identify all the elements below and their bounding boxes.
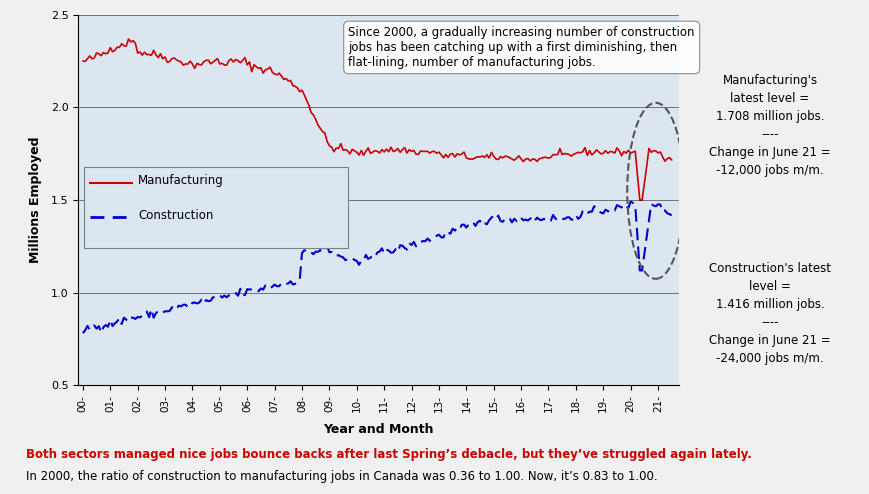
Text: Manufacturing: Manufacturing xyxy=(138,180,224,193)
Text: In 2000, the ratio of construction to manufacturing jobs in Canada was 0.36 to 1: In 2000, the ratio of construction to ma… xyxy=(25,470,656,483)
Text: Construction: Construction xyxy=(138,209,214,222)
Text: Construction's latest
level =
1.416 million jobs.
----
Change in June 21 =
-24,0: Construction's latest level = 1.416 mill… xyxy=(708,262,830,365)
X-axis label: Year and Month: Year and Month xyxy=(322,423,434,436)
Text: Manufacturing: Manufacturing xyxy=(138,174,224,187)
Text: Both sectors managed nice jobs bounce backs after last Spring’s debacle, but the: Both sectors managed nice jobs bounce ba… xyxy=(25,448,751,461)
Text: Manufacturing's
latest level =
1.708 million jobs.
----
Change in June 21 =
-12,: Manufacturing's latest level = 1.708 mil… xyxy=(708,75,830,177)
Text: Construction: Construction xyxy=(138,217,214,230)
Y-axis label: Millions Employed: Millions Employed xyxy=(30,137,43,263)
FancyBboxPatch shape xyxy=(84,167,348,248)
Text: Since 2000, a gradually increasing number of construction
jobs has been catching: Since 2000, a gradually increasing numbe… xyxy=(348,26,694,69)
